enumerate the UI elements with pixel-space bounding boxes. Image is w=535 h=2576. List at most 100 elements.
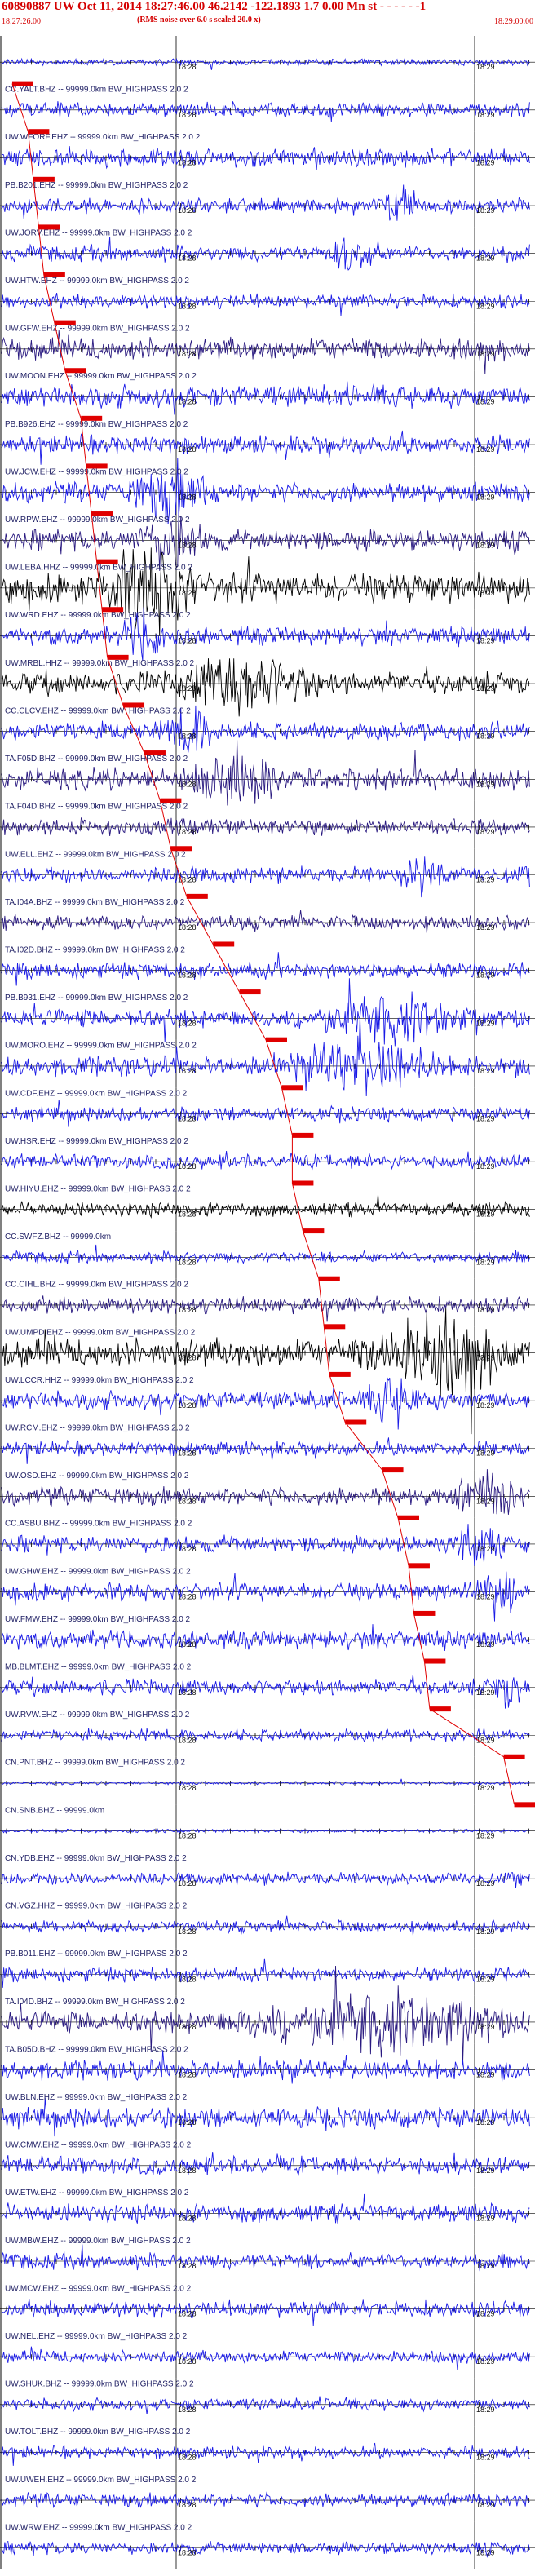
time-tick-label: 18:28 [178,494,197,502]
trace-row: CC.SWFZ.BHZ -- 99999.0km 18:28 18:29 [0,1228,535,1279]
trace-row: UW.JCW.EHZ -- 99999.0km BW_HIGHPASS 2.0 … [0,458,535,527]
time-tick-label: 18:28 [178,1115,197,1123]
waveform [1,292,530,316]
waveform [1,978,530,1047]
phase-pick-marker [382,1467,404,1473]
time-tick-label: 18:29 [476,255,495,263]
waveform [1,2050,530,2084]
time-tick-label: 18:29 [476,828,495,836]
time-tick-label: 18:29 [476,2406,495,2414]
trace-row: UW.MBW.EHZ -- 99999.0km BW_HIGHPASS 2.0 … [0,2234,535,2283]
time-tick-label: 18:29 [476,2501,495,2509]
station-label: UW.HSR.EHZ -- 99999.0km BW_HIGHPASS 2.0 … [5,1137,188,1146]
time-tick-label: 18:28 [178,589,197,597]
station-label: UW.MOON.EHZ -- 99999.0km BW_HIGHPASS 2.0… [5,372,197,381]
time-tick-label: 18:28 [178,2262,197,2270]
trace-row: UW.MOON.EHZ -- 99999.0km BW_HIGHPASS 2.0… [0,368,535,418]
time-tick-label: 18:28 [178,2214,197,2222]
trace-row: UW.HTW.EHZ -- 99999.0km BW_HIGHPASS 2.0 … [0,272,535,323]
time-tick-label: 18:29 [476,63,495,71]
trace-row: UW.GHW.EHZ -- 99999.0km BW_HIGHPASS 2.0 … [0,1563,535,1622]
time-tick-label: 18:29 [476,2167,495,2175]
station-label: CC.CIHL.BHZ -- 99999.0km BW_HIGHPASS 2.0… [5,1281,188,1290]
time-tick-label: 18:28 [178,1640,197,1649]
waveform [1,2541,530,2558]
waveform [1,1194,530,1219]
station-label: TA.I04D.BHZ -- 99999.0km BW_HIGHPASS 2.0… [5,1998,185,2007]
station-label: UW.GFW.EHZ -- 99999.0km BW_HIGHPASS 2.0 … [5,325,190,334]
time-tick-label: 18:28 [178,302,197,310]
time-tick-label: 18:28 [178,1879,197,1888]
trace-row: UW.MORO.EHZ -- 99999.0km BW_HIGHPASS 2.0… [0,1016,535,1097]
trace-row: CC.YALT.BHZ -- 99999.0km BW_HIGHPASS 2.0… [0,81,535,132]
trace-row: CN.SNB.BHZ -- 99999.0km 18:28 18:29 [0,1802,535,1852]
station-label: CC.CLCV.EHZ -- 99999.0km BW_HIGHPASS 2.0… [5,706,191,715]
waveform [1,856,530,898]
station-label: UW.BLN.EHZ -- 99999.0km BW_HIGHPASS 2.0 … [5,2093,188,2102]
waveform [1,1571,530,1622]
time-tick-label: 18:29 [476,1928,495,1936]
station-label: UW.RVW.EHZ -- 99999.0km BW_HIGHPASS 2.0 … [5,1711,190,1720]
time-tick-label: 18:28 [178,1593,197,1601]
station-label: PB.B201.EHZ -- 99999.0km BW_HIGHPASS 2.0… [5,181,188,190]
station-label: CN.SNB.BHZ -- 99999.0km [5,1806,104,1815]
station-label: UW.RPW.EHZ -- 99999.0km BW_HIGHPASS 2.0 … [5,516,190,524]
waveform [1,430,530,465]
station-label: UW.MBW.EHZ -- 99999.0km BW_HIGHPASS 2.0 … [5,2237,191,2246]
time-tick-label: 18:29 [476,780,495,788]
time-tick-label: 18:29 [476,302,495,310]
waveform [1,1469,530,1515]
trace-row: CC.CLCV.EHZ -- 99999.0km BW_HIGHPASS 2.0… [0,702,535,754]
waveform [1,739,530,806]
phase-pick-marker [107,654,129,660]
station-label: UW.CDF.EHZ -- 99999.0km BW_HIGHPASS 2.0 … [5,1089,188,1098]
waveform [1,1100,530,1127]
time-tick-label: 18:28 [178,541,197,549]
time-tick-label: 18:29 [476,2357,495,2366]
trace-row: UW.RVW.EHZ -- 99999.0km BW_HIGHPASS 2.0 … [0,1706,535,1757]
waveform [1,2346,530,2370]
waveform [1,2299,530,2326]
trace-row: UW.OSD.EHZ -- 99999.0km BW_HIGHPASS 2.0 … [0,1467,535,1518]
time-tick-label: 18:28 [178,1689,197,1697]
station-label: CC.ASBU.BHZ -- 99999.0km BW_HIGHPASS 2.0… [5,1520,192,1529]
phase-pick-marker [54,320,76,325]
time-tick-label: 18:28 [178,2118,197,2127]
trace-row: CC.ASBU.BHZ -- 99999.0km BW_HIGHPASS 2.0… [0,1515,535,1566]
waveform [1,184,530,221]
trace-row: TA.B05D.BHZ -- 99999.0km BW_HIGHPASS 2.0… [0,2043,535,2091]
phase-pick-marker [324,1324,346,1330]
time-tick-label: 18:28 [178,1401,197,1410]
station-label: UW.CMW.EHZ -- 99999.0km BW_HIGHPASS 2.0 … [5,2141,192,2150]
time-tick-label: 18:29 [476,1497,495,1505]
time-tick-label: 18:29 [476,1545,495,1553]
start-time: 18:27:26.00 [2,17,42,26]
time-tick-label: 18:28 [178,780,197,788]
time-tick-label: 18:28 [178,1736,197,1744]
phase-pick-marker [28,129,50,135]
trace-row: CC.CIHL.BHZ -- 99999.0km BW_HIGHPASS 2.0… [0,1276,535,1327]
waveform [1,817,530,836]
trace-row: TA.I04D.BHZ -- 99999.0km BW_HIGHPASS 2.0… [0,1965,535,2064]
time-tick-label: 18:28 [178,1306,197,1314]
phase-pick-marker [43,272,65,278]
phase-pick-marker [170,846,192,852]
time-tick-label: 18:28 [178,445,197,454]
time-tick-label: 18:29 [476,1832,495,1840]
station-label: UW.HTW.EHZ -- 99999.0km BW_HIGHPASS 2.0 … [5,277,189,285]
waveform [1,1244,530,1265]
time-tick-label: 18:29 [476,1450,495,1458]
trace-row: MB.BLMT.EHZ -- 99999.0km BW_HIGHPASS 2.0… [0,1658,535,1710]
time-tick-label: 18:29 [476,1162,495,1171]
phase-pick-marker [303,1228,325,1234]
time-tick-label: 18:28 [178,255,197,263]
time-tick-label: 18:29 [476,1879,495,1888]
waveform [1,1437,530,1464]
time-tick-label: 18:28 [178,1975,197,1983]
phase-pick-marker [345,1419,367,1425]
waveform [1,2151,530,2176]
trace-row: CN.PNT.BHZ -- 99999.0km BW_HIGHPASS 2.0 … [0,1754,535,1805]
time-tick-label: 18:28 [178,397,197,405]
time-tick-label: 18:29 [476,1354,495,1362]
